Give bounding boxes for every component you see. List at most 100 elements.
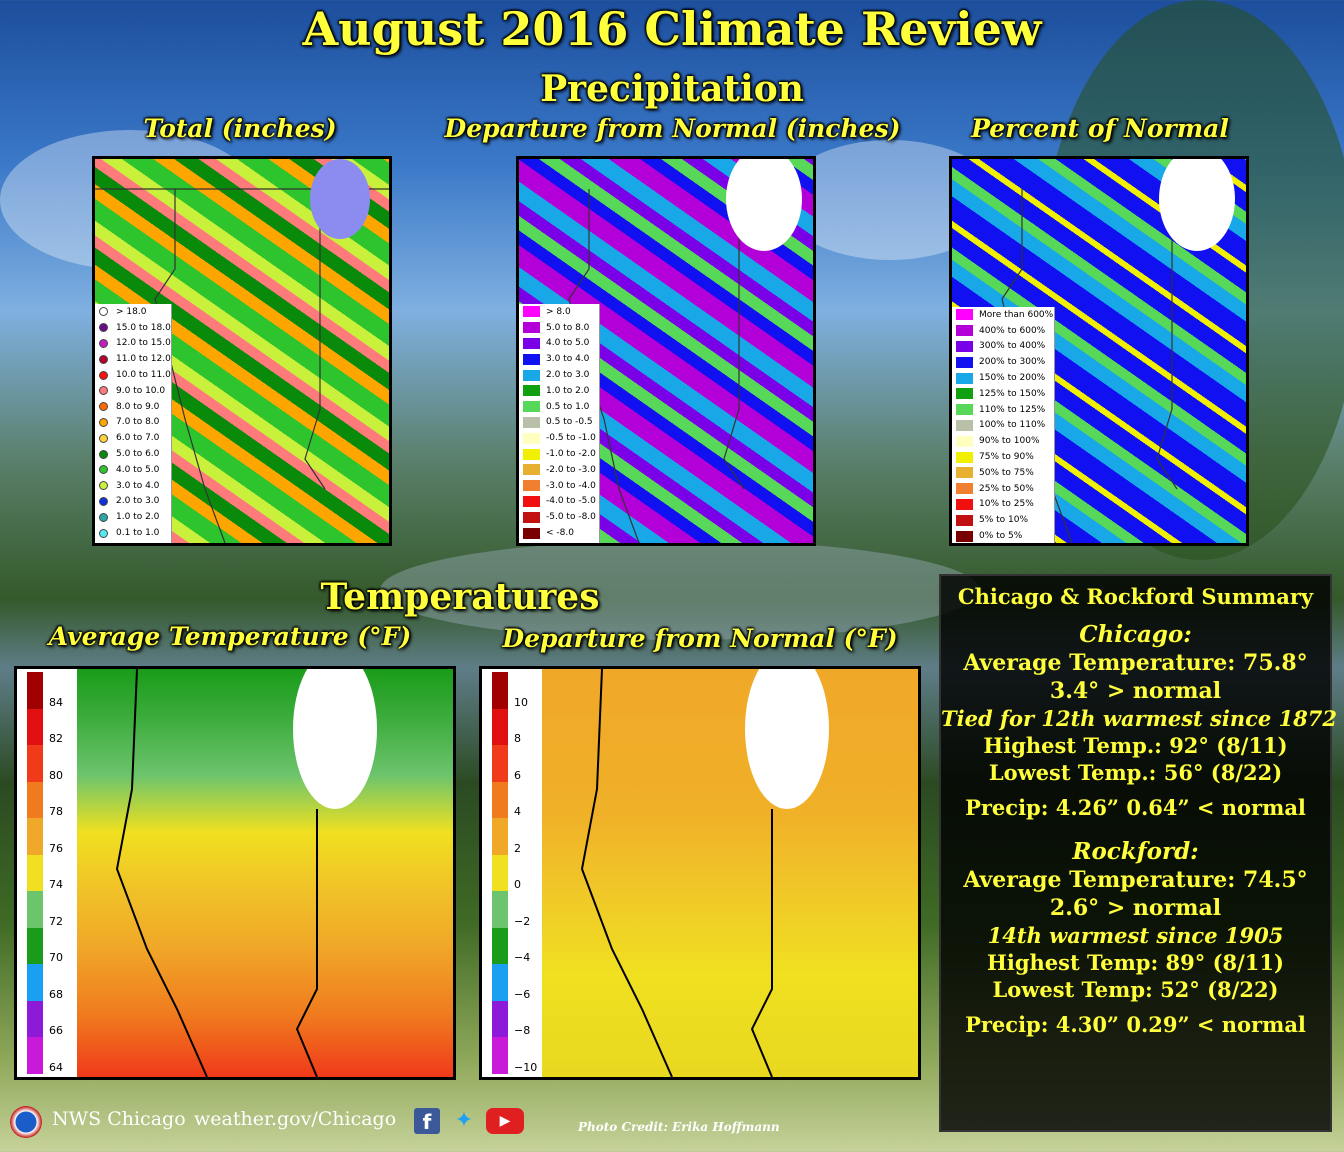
- legend-swatch: [523, 369, 540, 381]
- twitter-icon[interactable]: ✦: [454, 1108, 474, 1133]
- legend-label: 10% to 25%: [979, 499, 1034, 510]
- legend-swatch: [956, 467, 973, 479]
- chicago-high: Highest Temp.: 92° (8/11): [983, 733, 1288, 758]
- scale-swatch: [27, 854, 43, 892]
- legend-label: -0.5 to -1.0: [546, 433, 596, 444]
- legend-swatch: [523, 495, 540, 507]
- legend-swatch: [99, 370, 108, 380]
- legend-label: 200% to 300%: [979, 357, 1046, 368]
- scale-label: 70: [49, 951, 63, 965]
- scale-swatch: [492, 818, 508, 855]
- legend-item: -5.0 to -8.0: [519, 509, 599, 525]
- avg-temp-scale: 84 82 80 78 76 74 72 70 68 66 64: [17, 669, 77, 1077]
- legend-item: 50% to 75%: [952, 465, 1054, 481]
- scale-label: 80: [49, 768, 63, 782]
- legend-swatch: [523, 337, 540, 349]
- temp-departure-map: 10 8 6 4 2 0 −2 −4 −6 −8 −10: [479, 666, 921, 1080]
- legend-item: < -8.0: [519, 525, 599, 541]
- scale-step: 84: [27, 672, 75, 709]
- legend-label: 1.0 to 2.0: [116, 512, 160, 523]
- legend-label: 2.0 to 3.0: [546, 370, 590, 381]
- legend-swatch: [523, 416, 540, 428]
- legend-label: 8.0 to 9.0: [116, 401, 160, 412]
- scale-step: 82: [27, 708, 75, 746]
- legend-swatch: [956, 483, 973, 495]
- website-link[interactable]: weather.gov/Chicago: [194, 1108, 397, 1130]
- rockford-low: Lowest Temp: 52° (8/22): [992, 977, 1279, 1002]
- legend-item: 3.0 to 4.0: [95, 478, 171, 494]
- youtube-icon[interactable]: ▶: [486, 1108, 524, 1134]
- legend-item: 400% to 600%: [952, 323, 1054, 339]
- scale-swatch: [492, 854, 508, 892]
- legend-item: > 18.0: [95, 304, 171, 320]
- scale-swatch: [492, 927, 508, 965]
- legend-label: 2.0 to 3.0: [116, 496, 160, 507]
- legend-item: 11.0 to 12.0: [95, 351, 171, 367]
- county-borders: [580, 669, 829, 1077]
- legend-label: 75% to 90%: [979, 452, 1034, 463]
- legend-label: 9.0 to 10.0: [116, 385, 166, 396]
- scale-swatch: [492, 891, 508, 928]
- legend-item: -1.0 to -2.0: [519, 446, 599, 462]
- legend-swatch: [99, 307, 108, 317]
- precip-heading: Precipitation: [540, 68, 804, 110]
- scale-swatch: [27, 891, 43, 928]
- chicago-precip: Precip: 4.26” 0.64” < normal: [965, 795, 1306, 820]
- legend-label: 3.0 to 4.0: [546, 354, 590, 365]
- scale-step: 4: [492, 781, 540, 819]
- legend-swatch: [523, 464, 540, 476]
- scale-step: −10: [492, 1037, 540, 1074]
- legend-swatch: [956, 435, 973, 447]
- legend-swatch: [956, 514, 973, 526]
- county-borders: [115, 669, 377, 1077]
- legend-swatch: [99, 386, 108, 396]
- scale-step: 6: [492, 745, 540, 782]
- scale-swatch: [492, 1037, 508, 1074]
- legend-item: More than 600%: [952, 307, 1054, 323]
- scale-label: −10: [514, 1060, 538, 1074]
- legend-item: 90% to 100%: [952, 433, 1054, 449]
- scale-swatch: [27, 964, 43, 1001]
- scale-step: 10: [492, 672, 540, 709]
- legend-swatch: [99, 528, 108, 538]
- legend-item: 75% to 90%: [952, 449, 1054, 465]
- rockford-avg: Average Temperature: 74.5°: [963, 867, 1308, 893]
- precip-departure-legend: > 8.0 5.0 to 8.0 4.0 to 5.0 3.0 to 4.0 2.0 t…: [519, 304, 600, 543]
- scale-label: 8: [514, 732, 521, 746]
- legend-item: 5.0 to 6.0: [95, 446, 171, 462]
- scale-swatch: [27, 672, 43, 709]
- legend-label: 6.0 to 7.0: [116, 433, 160, 444]
- legend-label: > 8.0: [546, 306, 571, 317]
- legend-swatch: [523, 511, 540, 523]
- precip-total-label: Total (inches): [143, 114, 337, 143]
- legend-item: 25% to 50%: [952, 481, 1054, 497]
- legend-item: 15.0 to 18.0: [95, 320, 171, 336]
- rockford-precip: Precip: 4.30” 0.29” < normal: [965, 1012, 1306, 1037]
- legend-item: 0% to 5%: [952, 528, 1054, 543]
- scale-step: 78: [27, 781, 75, 819]
- noaa-logo-icon[interactable]: [10, 1106, 42, 1138]
- legend-label: -4.0 to -5.0: [546, 496, 596, 507]
- avg-temp-map: 84 82 80 78 76 74 72 70 68 66 64: [14, 666, 456, 1080]
- legend-item: 5% to 10%: [952, 512, 1054, 528]
- legend-swatch: [523, 401, 540, 413]
- legend-swatch: [956, 404, 973, 416]
- facebook-icon[interactable]: f: [414, 1108, 440, 1134]
- legend-label: -1.0 to -2.0: [546, 449, 596, 460]
- legend-item: 0.5 to 1.0: [519, 399, 599, 415]
- scale-label: 74: [49, 878, 63, 892]
- legend-item: 4.0 to 5.0: [519, 336, 599, 352]
- precip-total-legend: > 18.0 15.0 to 18.0 12.0 to 15.0 11.0 to 12…: [95, 304, 172, 543]
- legend-label: 150% to 200%: [979, 373, 1046, 384]
- legend-label: More than 600%: [979, 309, 1054, 320]
- legend-swatch: [956, 309, 973, 321]
- legend-item: 10% to 25%: [952, 497, 1054, 513]
- legend-item: 1.0 to 2.0: [95, 509, 171, 525]
- scale-label: −2: [514, 914, 531, 928]
- legend-label: < -8.0: [546, 528, 574, 539]
- legend-item: 2.0 to 3.0: [95, 494, 171, 510]
- scale-label: 68: [49, 987, 63, 1001]
- scale-step: −2: [492, 891, 540, 928]
- legend-label: 4.0 to 5.0: [116, 464, 160, 475]
- legend-item: 150% to 200%: [952, 370, 1054, 386]
